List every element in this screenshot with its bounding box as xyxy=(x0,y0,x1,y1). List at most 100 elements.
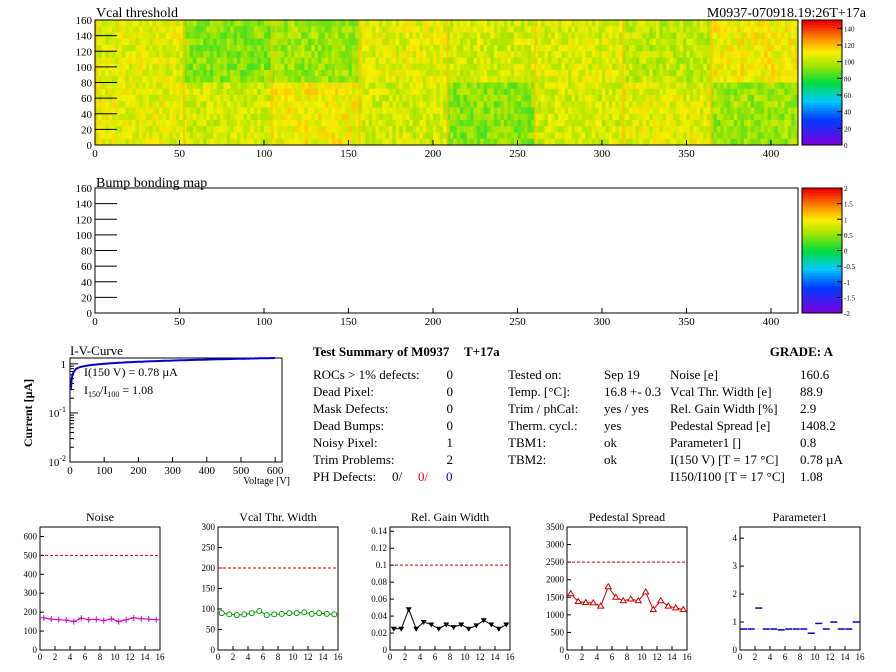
chart-point[interactable] xyxy=(78,615,85,622)
chart-point[interactable] xyxy=(40,614,47,621)
chart-point[interactable] xyxy=(153,616,160,623)
chart-point[interactable] xyxy=(566,589,575,597)
vcal-y-tick-label: 60 xyxy=(81,93,93,105)
chart-point[interactable] xyxy=(331,611,338,618)
chart-point[interactable] xyxy=(100,617,107,624)
chart-point[interactable] xyxy=(63,617,70,624)
chart-y-tick-label: 250 xyxy=(202,543,216,553)
chart-point[interactable] xyxy=(611,593,620,600)
chart-point[interactable] xyxy=(503,622,510,628)
chart-point[interactable] xyxy=(85,616,92,623)
summary-right-value: 2.9 xyxy=(800,401,816,416)
chart-y-tick-label: 0 xyxy=(383,645,388,655)
chart-point[interactable] xyxy=(108,615,115,622)
chart-point[interactable] xyxy=(233,612,240,619)
chart-point[interactable] xyxy=(589,598,598,606)
chart-point[interactable] xyxy=(130,614,137,621)
chart-point[interactable] xyxy=(581,598,590,606)
vcal-scale-label: 20 xyxy=(844,125,852,133)
chart-point[interactable] xyxy=(145,616,152,623)
chart-point[interactable] xyxy=(218,610,225,617)
chart-point[interactable] xyxy=(138,615,145,622)
vcal-heatmap[interactable] xyxy=(95,20,799,146)
chart-point[interactable] xyxy=(443,622,450,628)
chart-y-tick-label: 1000 xyxy=(546,610,565,620)
chart-point[interactable] xyxy=(473,623,480,629)
bump-scale-label: -1.5 xyxy=(844,294,856,302)
chart-point[interactable] xyxy=(465,626,472,632)
bump-color-scale: -2 -1.5 -1 -0.5 0 0.5 1 1.5 2 xyxy=(801,185,856,318)
chart-point[interactable] xyxy=(323,610,330,617)
chart-x-tick-label: 6 xyxy=(83,652,88,662)
chart-point[interactable] xyxy=(115,618,122,625)
chart-y-tick-label: 0.02 xyxy=(371,628,387,638)
ph-defects-row: PH Defects: 0/ 0/ 0 xyxy=(313,469,453,484)
chart-point[interactable] xyxy=(596,602,605,609)
vcal-scale-label: 0 xyxy=(844,142,848,150)
chart-point[interactable] xyxy=(679,605,688,613)
chart-point[interactable] xyxy=(649,605,658,613)
chart-point[interactable] xyxy=(435,626,442,632)
chart-point[interactable] xyxy=(664,602,673,609)
chart-point[interactable] xyxy=(413,626,420,632)
chart-point[interactable] xyxy=(48,616,55,623)
chart-x-tick-label: 0 xyxy=(216,652,221,662)
vcal-x-tick-label: 350 xyxy=(678,148,695,160)
chart-point[interactable] xyxy=(293,610,300,617)
chart-point[interactable] xyxy=(55,616,62,623)
chart-y-tick-label: 200 xyxy=(202,563,216,573)
chart-point[interactable] xyxy=(286,610,293,617)
summary-mid-value: Sep 19 xyxy=(604,367,640,382)
chart-point[interactable] xyxy=(450,625,457,631)
chart-point[interactable] xyxy=(458,622,465,628)
chart-point[interactable] xyxy=(93,616,100,623)
chart-y-tick-label: 400 xyxy=(24,569,38,579)
bump-y-tick-label: 160 xyxy=(76,183,93,195)
chart-point[interactable] xyxy=(634,596,643,604)
chart-point[interactable] xyxy=(278,610,285,617)
summary-left-label: ROCs > 1% defects: xyxy=(313,367,420,382)
chart-point[interactable] xyxy=(308,610,315,617)
chart-point[interactable] xyxy=(398,626,405,632)
chart-point[interactable] xyxy=(641,588,650,595)
chart-point[interactable] xyxy=(226,611,233,618)
chart-point[interactable] xyxy=(248,610,255,617)
chart-point[interactable] xyxy=(405,607,412,613)
chart-point[interactable] xyxy=(480,618,487,624)
chart-point[interactable] xyxy=(428,622,435,628)
iv-series-line[interactable] xyxy=(69,357,275,391)
chart-point[interactable] xyxy=(626,595,635,602)
bump-frame[interactable] xyxy=(94,187,799,314)
chart-y-tick-label: 0 xyxy=(733,645,738,655)
chart-point[interactable] xyxy=(671,603,680,611)
summary-left-label: Dead Pixel: xyxy=(313,384,374,399)
chart-point[interactable] xyxy=(70,618,77,625)
chart-y-tick-label: 0.12 xyxy=(371,543,387,553)
chart-x-tick-label: 10 xyxy=(461,652,471,662)
chart-point[interactable] xyxy=(390,626,397,632)
summary-right-value: 1408.2 xyxy=(800,418,836,433)
chart-point[interactable] xyxy=(271,611,278,618)
chart-point[interactable] xyxy=(488,622,495,628)
chart-x-tick-label: 2 xyxy=(403,652,408,662)
vcal-y-tick-label: 40 xyxy=(81,109,93,121)
chart-point[interactable] xyxy=(604,582,613,590)
chart-point[interactable] xyxy=(123,616,130,623)
chart-point[interactable] xyxy=(619,596,628,604)
chart-point[interactable] xyxy=(656,596,665,604)
chart-point[interactable] xyxy=(301,609,308,616)
chart-point[interactable] xyxy=(574,597,583,605)
chart-point[interactable] xyxy=(316,610,323,617)
chart-point[interactable] xyxy=(241,611,248,618)
chart-x-tick-label: 0 xyxy=(565,652,570,662)
chart-x-tick-label: 4 xyxy=(68,652,73,662)
chart-point[interactable] xyxy=(495,626,502,632)
chart-point[interactable] xyxy=(263,612,270,619)
vcal-x-tick-label: 250 xyxy=(509,148,526,160)
chart-series-line xyxy=(221,610,335,616)
chart-point[interactable] xyxy=(256,608,263,615)
chart-point[interactable] xyxy=(420,620,427,626)
chart-x-tick-label: 16 xyxy=(334,652,344,662)
